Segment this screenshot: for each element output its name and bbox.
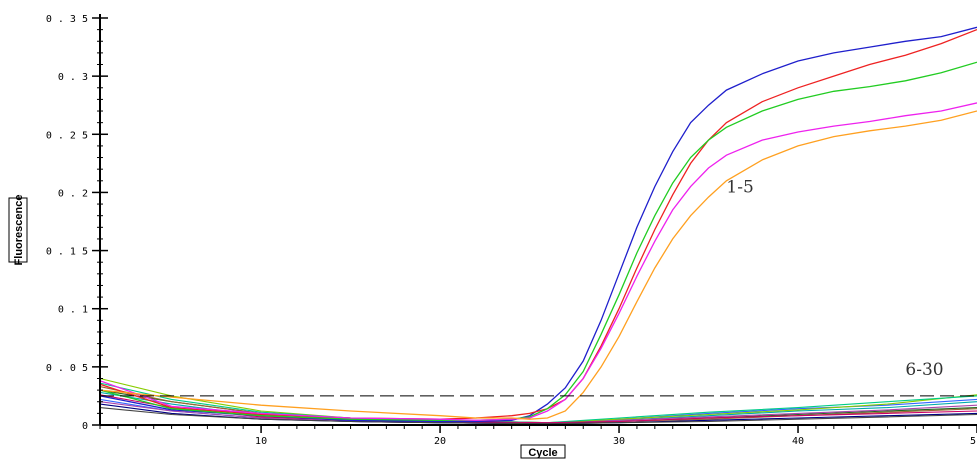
amplified-series-line-5 <box>99 110 977 420</box>
series-layer <box>99 26 977 425</box>
baseline-series-line-15 <box>99 407 977 425</box>
x-axis-title: Cycle <box>520 444 566 459</box>
series-group-annotation-2: 6-30 <box>905 360 943 380</box>
y-axis-title: Fluorescence <box>8 195 28 266</box>
x-tick-label: 10 <box>255 436 267 447</box>
axis-layer <box>92 14 977 433</box>
x-tick-label: 5 <box>970 436 976 447</box>
x-tick-label: 30 <box>613 436 625 447</box>
y-axis-label: Fluorescence <box>13 195 25 266</box>
y-tick-label: 0 . 3 5 <box>46 14 88 25</box>
y-tick-label: 0 <box>82 421 88 432</box>
y-tick-label: 0 . 2 5 <box>46 130 88 141</box>
y-tick-label: 0 . 1 <box>58 305 88 316</box>
x-tick-label: 20 <box>434 436 446 447</box>
x-tick-label: 40 <box>792 436 804 447</box>
label-layer: Fluorescence Cycle 0 0 . 0 5 0 . 1 0 . 1 5 0… <box>8 14 976 459</box>
amplified-series-line-4 <box>99 102 977 421</box>
amplified-series-line-3 <box>99 61 977 421</box>
series-group-annotation-1: 1-5 <box>726 177 753 197</box>
y-tick-label: 0 . 3 <box>58 72 88 83</box>
amplified-series-line-2 <box>99 28 977 420</box>
y-tick-label: 0 . 1 5 <box>46 247 88 258</box>
y-tick-label: 0 . 0 5 <box>46 363 88 374</box>
amplified-series-line-1 <box>99 26 977 423</box>
y-tick-label: 0 . 2 <box>58 188 88 199</box>
x-axis-label: Cycle <box>528 447 557 459</box>
